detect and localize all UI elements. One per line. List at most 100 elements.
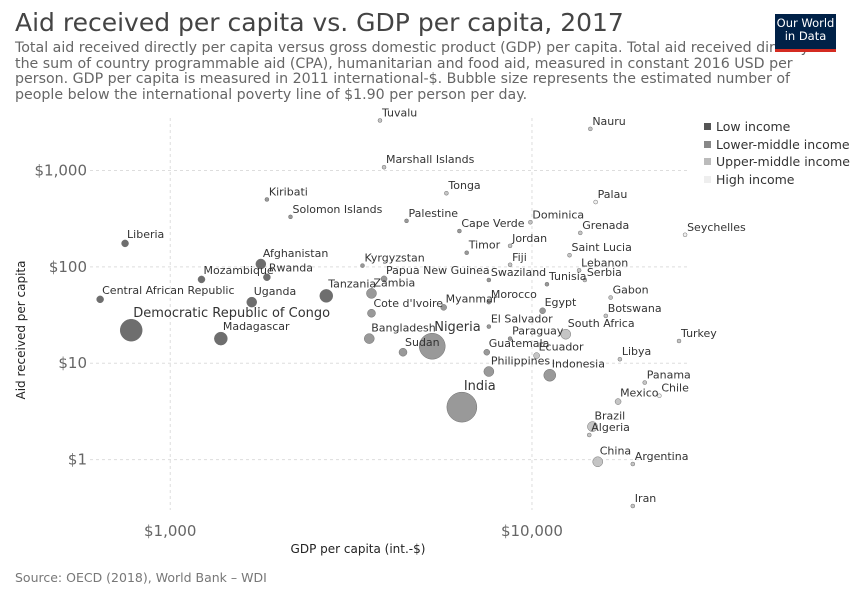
point-china[interactable] bbox=[592, 456, 603, 467]
scatter-chart: Tuvalu Nauru Marshall Islands Tonga Kiribati… bbox=[14, 106, 746, 556]
point-brazil[interactable] bbox=[587, 421, 598, 432]
label-swaziland: Swaziland bbox=[491, 266, 546, 279]
label-botswana: Botswana bbox=[608, 302, 662, 315]
point-paraguay[interactable] bbox=[507, 336, 513, 341]
point-myanmar[interactable] bbox=[440, 304, 447, 311]
point-madagascar[interactable] bbox=[214, 331, 228, 346]
label-brazil: Brazil bbox=[594, 410, 625, 423]
legend: Low income Lower-middle income Upper-middl… bbox=[704, 118, 850, 188]
grid-lines bbox=[90, 118, 688, 510]
y-tick-label: $1,000 bbox=[35, 161, 88, 179]
point-democratic-republic-of-congo[interactable] bbox=[119, 318, 143, 342]
point-libya[interactable] bbox=[617, 356, 623, 362]
label-algeria: Algeria bbox=[591, 421, 630, 434]
point-uganda[interactable] bbox=[246, 296, 257, 308]
point-argentina[interactable] bbox=[630, 461, 636, 467]
point-chile[interactable] bbox=[657, 393, 662, 398]
point-rwanda[interactable] bbox=[263, 273, 271, 281]
legend-label: Upper-middle income bbox=[716, 154, 850, 170]
point-fiji[interactable] bbox=[507, 262, 513, 268]
point-lebanon[interactable] bbox=[576, 268, 582, 273]
point-serbia[interactable] bbox=[582, 277, 588, 283]
legend-item-lower-middle[interactable]: Lower-middle income bbox=[704, 136, 850, 154]
point-palestine[interactable] bbox=[404, 218, 409, 224]
point-sudan[interactable] bbox=[398, 347, 408, 357]
point-cote-d-ivoire[interactable] bbox=[367, 308, 376, 318]
legend-label: High income bbox=[716, 171, 795, 187]
point-guatemala[interactable] bbox=[483, 348, 491, 356]
label-afghanistan: Afghanistan bbox=[263, 247, 329, 260]
point-nauru[interactable] bbox=[588, 126, 593, 132]
point-solomon-islands[interactable] bbox=[288, 214, 293, 220]
point-iran[interactable] bbox=[630, 503, 636, 509]
label-china: China bbox=[600, 445, 631, 458]
legend-swatch bbox=[704, 140, 711, 148]
point-seychelles[interactable] bbox=[682, 232, 688, 238]
point-afghanistan[interactable] bbox=[255, 258, 267, 270]
point-dominica[interactable] bbox=[528, 220, 533, 225]
legend-item-low[interactable]: Low income bbox=[704, 118, 850, 136]
source-note: Source: OECD (2018), World Bank – WDI bbox=[15, 570, 267, 585]
point-tunisia[interactable] bbox=[544, 281, 550, 287]
label-paraguay: Paraguay bbox=[512, 325, 564, 338]
point-panama[interactable] bbox=[642, 380, 647, 385]
label-rwanda: Rwanda bbox=[269, 262, 313, 275]
tick-labels: $1 $10 $100 $1,000 $1,000 $10,000 bbox=[35, 161, 563, 540]
label-egypt: Egypt bbox=[545, 296, 577, 309]
point-liberia[interactable] bbox=[121, 239, 129, 248]
label-philippines: Philippines bbox=[491, 355, 551, 368]
y-tick-label: $10 bbox=[58, 354, 87, 372]
point-tuvalu[interactable] bbox=[377, 118, 383, 123]
point-el-salvador[interactable] bbox=[486, 324, 492, 329]
point-jordan[interactable] bbox=[507, 243, 513, 249]
label-india: India bbox=[464, 379, 496, 394]
point-zambia[interactable] bbox=[366, 288, 377, 299]
point-tanzania[interactable] bbox=[319, 289, 334, 303]
legend-item-upper-middle[interactable]: Upper-middle income bbox=[704, 153, 850, 171]
point-kiribati[interactable] bbox=[264, 197, 270, 202]
label-liberia: Liberia bbox=[127, 228, 164, 241]
point-tonga[interactable] bbox=[444, 190, 449, 196]
point-marshall-islands[interactable] bbox=[381, 164, 387, 170]
point-kyrgyzstan[interactable] bbox=[360, 263, 365, 268]
point-philippines[interactable] bbox=[483, 366, 495, 377]
point-botswana[interactable] bbox=[603, 313, 609, 319]
label-kiribati: Kiribati bbox=[269, 185, 308, 198]
point-grenada[interactable] bbox=[578, 230, 583, 236]
label-tunisia: Tunisia bbox=[548, 270, 587, 283]
owid-logo[interactable]: Our World in Data bbox=[775, 14, 836, 52]
legend-item-high[interactable]: High income bbox=[704, 171, 850, 189]
point-mexico[interactable] bbox=[614, 398, 622, 405]
label-tanzania: Tanzania bbox=[327, 277, 376, 290]
point-palau[interactable] bbox=[593, 199, 598, 205]
point-swaziland[interactable] bbox=[486, 277, 492, 283]
point-egypt[interactable] bbox=[539, 307, 546, 315]
label-morocco: Morocco bbox=[491, 288, 537, 301]
label-mozambique: Mozambique bbox=[203, 264, 273, 277]
label-myanmar: Myanmar bbox=[446, 292, 498, 305]
point-south-africa[interactable] bbox=[560, 328, 572, 340]
label-tonga: Tonga bbox=[447, 179, 480, 192]
label-indonesia: Indonesia bbox=[552, 357, 605, 370]
label-saint-lucia: Saint Lucia bbox=[572, 241, 632, 254]
label-mexico: Mexico bbox=[620, 387, 659, 400]
point-cape-verde[interactable] bbox=[457, 228, 462, 234]
point-bangladesh[interactable] bbox=[364, 333, 375, 344]
point-central-african-republic[interactable] bbox=[96, 295, 104, 304]
label-timor: Timor bbox=[468, 239, 501, 252]
point-saint-lucia[interactable] bbox=[567, 252, 572, 258]
point-algeria[interactable] bbox=[587, 432, 592, 438]
label-panama: Panama bbox=[647, 369, 691, 382]
point-timor[interactable] bbox=[464, 250, 469, 255]
point-turkey[interactable] bbox=[676, 338, 682, 344]
label-iran: Iran bbox=[635, 492, 657, 505]
point-ecuador[interactable] bbox=[533, 352, 540, 359]
label-turkey: Turkey bbox=[680, 327, 717, 340]
point-gabon[interactable] bbox=[608, 295, 613, 300]
point-nigeria[interactable] bbox=[418, 332, 446, 360]
point-mozambique[interactable] bbox=[197, 275, 206, 284]
point-papua-new-guinea[interactable] bbox=[380, 275, 388, 283]
point-morocco[interactable] bbox=[486, 299, 492, 305]
point-indonesia[interactable] bbox=[543, 369, 557, 382]
point-india[interactable] bbox=[446, 391, 478, 423]
